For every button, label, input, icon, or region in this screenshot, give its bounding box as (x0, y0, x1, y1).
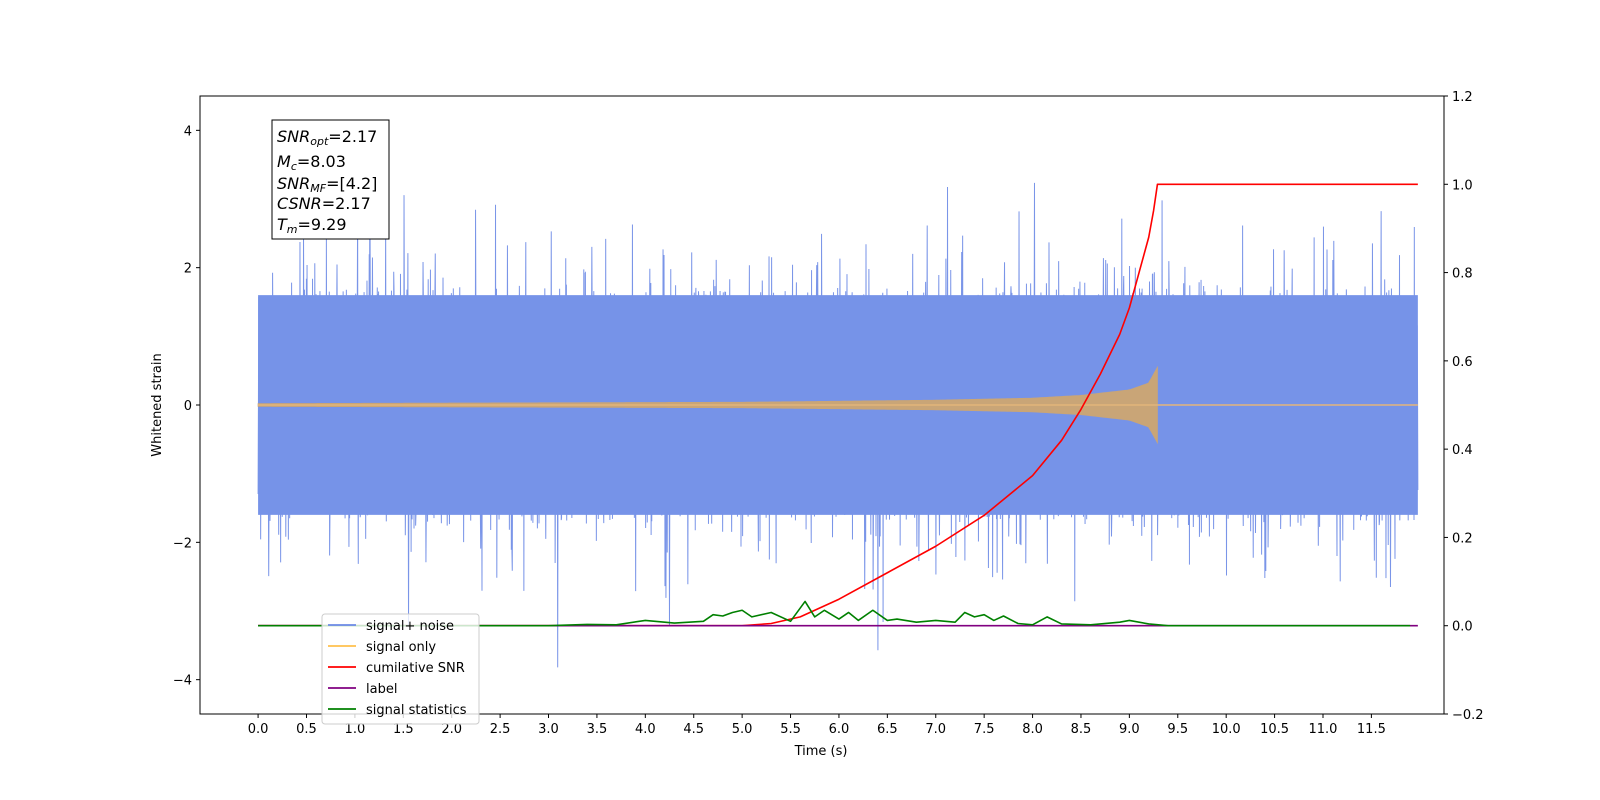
x-tick-label: 6.5 (877, 722, 898, 737)
y-tick-label: 0 (184, 399, 192, 414)
x-tick-label: 11.0 (1309, 722, 1338, 737)
y-axis-left: −4 −2 0 2 4 (173, 124, 200, 689)
info-mc: Mc=8.03 (277, 152, 346, 173)
info-snr-opt: SNRopt=2.17 (277, 127, 377, 148)
info-box: SNRopt=2.17 Mc=8.03 SNRMF=[4.2] CSNR=2.1… (271, 119, 390, 240)
x-tick-label: 9.0 (1119, 722, 1140, 737)
series-signal-statistics-line (258, 600, 1411, 627)
y2-tick-label: 0.8 (1452, 267, 1473, 282)
y-tick-label: −4 (173, 674, 192, 689)
y2-tick-label: 0.6 (1452, 355, 1473, 370)
x-tick-label: 5.0 (732, 722, 753, 737)
y2-tick-label: 0.0 (1452, 620, 1473, 635)
info-snr-mf: SNRMF=[4.2] (277, 174, 377, 195)
x-tick-label: 0.0 (248, 722, 269, 737)
x-tick-label: 3.5 (587, 722, 608, 737)
x-tick-label: 0.5 (296, 722, 317, 737)
y2-tick-label: −0.2 (1452, 708, 1484, 723)
y2-tick-label: 0.4 (1452, 443, 1473, 458)
y-tick-label: −2 (173, 536, 192, 551)
x-tick-label: 8.0 (1022, 722, 1043, 737)
legend-label: cumilative SNR (366, 661, 465, 676)
x-tick-label: 6.0 (829, 722, 850, 737)
info-csnr: CSNR=2.17 (277, 194, 371, 213)
x-tick-label: 5.5 (780, 722, 801, 737)
legend-label: signal only (366, 640, 436, 655)
info-tm: Tm=9.29 (277, 215, 347, 236)
x-tick-label: 10.5 (1260, 722, 1289, 737)
x-tick-label: 1.5 (393, 722, 414, 737)
y-axis-right: −0.2 0.0 0.2 0.4 0.6 0.8 1.0 1.2 (1444, 90, 1484, 723)
legend-label: signal statistics (366, 703, 467, 718)
x-tick-label: 7.0 (925, 722, 946, 737)
x-tick-label: 10.0 (1212, 722, 1241, 737)
y-axis-label: Whitened strain (150, 353, 165, 456)
y-tick-label: 2 (184, 262, 192, 277)
info-box-frame (271, 119, 390, 240)
y-tick-label: 4 (184, 124, 192, 139)
legend-label: label (366, 682, 397, 697)
x-tick-label: 1.0 (345, 722, 366, 737)
x-tick-label: 11.5 (1357, 722, 1386, 737)
x-tick-label: 7.5 (974, 722, 995, 737)
series-cumilative-snr-line (258, 183, 1418, 627)
x-axis: 0.0 0.5 1.0 1.5 2.0 2.5 3.0 3.5 4.0 4.5 5.0 5.5 6.0 6… (248, 714, 1386, 737)
x-tick-label: 2.5 (490, 722, 511, 737)
legend-frame (321, 613, 480, 725)
y2-tick-label: 1.2 (1452, 90, 1473, 105)
y2-tick-label: 0.2 (1452, 531, 1473, 546)
x-axis-label: Time (s) (794, 744, 848, 759)
x-tick-label: 4.5 (683, 722, 704, 737)
legend: signal+ noise signal only cumilative SNR la… (321, 613, 480, 725)
x-tick-label: 8.5 (1071, 722, 1092, 737)
x-tick-label: 9.5 (1167, 722, 1188, 737)
y2-tick-label: 1.0 (1452, 178, 1473, 193)
x-tick-label: 3.0 (538, 722, 559, 737)
x-tick-label: 2.0 (441, 722, 462, 737)
legend-label: signal+ noise (366, 619, 454, 634)
plot-area (257, 156, 1419, 668)
x-tick-label: 4.0 (635, 722, 656, 737)
